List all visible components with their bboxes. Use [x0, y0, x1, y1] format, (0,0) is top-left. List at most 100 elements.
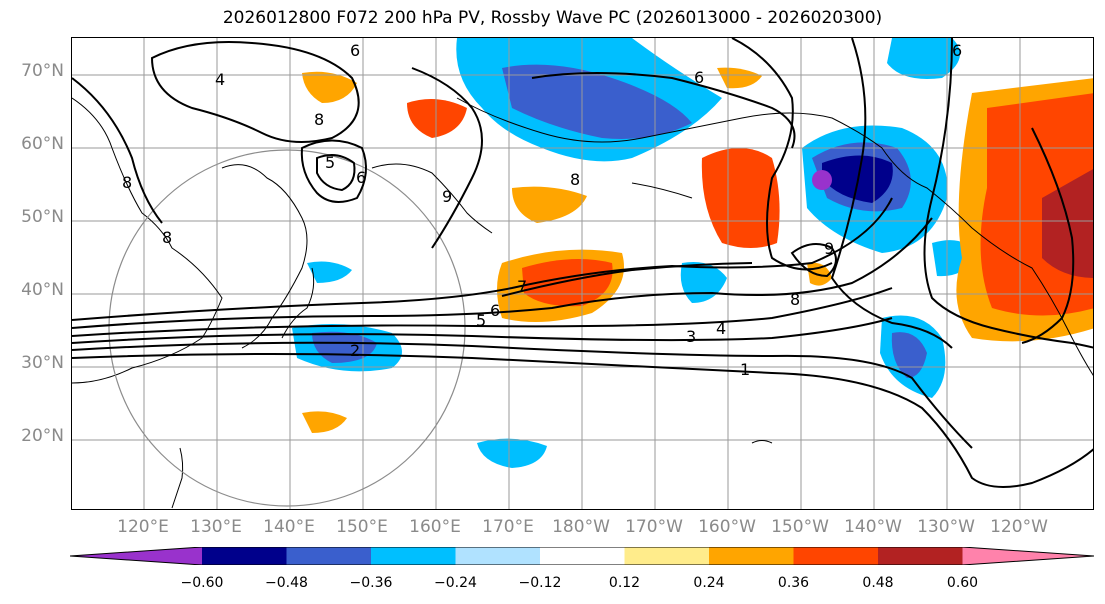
- lon-label-160w: 160°W: [698, 517, 756, 537]
- contour-east: [830, 38, 953, 349]
- colorbar-seg-0: [70, 547, 202, 565]
- lat-label-40n: 40°N: [21, 280, 64, 300]
- contour-trough-north: [531, 72, 796, 149]
- lon-label-130e: 130°E: [190, 517, 242, 537]
- contour-label-6-ne: 6: [952, 41, 962, 60]
- lon-label-180w: 180°W: [552, 517, 610, 537]
- colorbar-seg-2: [286, 547, 371, 565]
- colorbar-tick-012: 0.12: [608, 575, 641, 591]
- contour-east-3: [1021, 127, 1075, 344]
- lat-label-50n: 50°N: [21, 207, 64, 227]
- contour-label-6-alaska: 6: [694, 68, 704, 87]
- lon-label-120e: 120°E: [117, 517, 169, 537]
- colorbar-tick-n060: −0.60: [180, 575, 224, 591]
- blue-anomaly-far-north: [887, 38, 960, 79]
- contour-label-9-gulf: 9: [824, 239, 834, 258]
- colorbar-tick-048: 0.48: [862, 575, 894, 591]
- contour-label-9-bering: 9: [442, 187, 452, 206]
- contour-label-4: 4: [716, 319, 726, 338]
- contour-gulf-loop: [790, 243, 837, 278]
- contour-4: [72, 287, 893, 337]
- colorbar-tick-n012: −0.12: [518, 575, 562, 591]
- orange-anomaly-subtropics: [302, 411, 347, 433]
- contour-3: [72, 317, 893, 344]
- contour-label-5: 5: [476, 311, 486, 330]
- map-panel[interactable]: 1 2 3 4 5 6 7 8 6 8 5 6 4 8 9 8 6 6 8 9: [71, 37, 1094, 510]
- colorbar-seg-8: [793, 547, 878, 565]
- map-title: 2026012800 F072 200 hPa PV, Rossby Wave …: [222, 8, 883, 28]
- blue-anomaly-north-core: [502, 64, 692, 139]
- colorbar-tick-n024: −0.24: [434, 575, 477, 591]
- contour-ring-japan: [300, 139, 367, 203]
- contour-label-7: 7: [517, 277, 527, 296]
- orange-anomaly-small-ne: [717, 67, 762, 89]
- colorbar-seg-4: [455, 547, 540, 565]
- colorbar-tick-024: 0.24: [693, 575, 725, 591]
- contour-label-5-japan: 5: [325, 153, 335, 172]
- contour-2: [72, 341, 973, 449]
- graticule: [72, 38, 1093, 509]
- colorbar-seg-9: [878, 547, 963, 565]
- lon-label-170w: 170°W: [625, 517, 683, 537]
- colorbar-seg-6: [624, 547, 709, 565]
- colorbar: [70, 547, 1094, 565]
- contour-1: [72, 353, 1093, 488]
- contour-label-4-north: 4: [215, 70, 225, 89]
- colorbar-segments: [70, 547, 1094, 565]
- contour-nw: [72, 77, 163, 224]
- lon-label-160e: 160°E: [409, 517, 461, 537]
- purple-anomaly-gulf: [812, 170, 832, 190]
- lat-label-30n: 30°N: [21, 353, 64, 373]
- darkred-anomaly-west-coast: [1042, 169, 1093, 278]
- contour-label-8-china: 8: [162, 228, 172, 247]
- colorbar-seg-5: [540, 547, 625, 565]
- contour-label-1: 1: [740, 360, 750, 379]
- contour-arctic: [411, 67, 483, 249]
- contour-ring-inner: [316, 153, 356, 192]
- blue-anomaly-japan: [307, 261, 352, 283]
- lat-label-20n: 20°N: [21, 426, 64, 446]
- contour-label-8-west: 8: [122, 173, 132, 192]
- colorbar-seg-3: [371, 547, 456, 565]
- colorbar-seg-1: [202, 547, 287, 565]
- reference-circle: [108, 149, 466, 507]
- contour-7: [501, 262, 753, 297]
- contour-label-6-north: 6: [350, 41, 360, 60]
- contour-label-8-east: 8: [790, 290, 800, 309]
- contour-ridge-gulf: [731, 38, 833, 271]
- lon-label-170e: 170°E: [482, 517, 534, 537]
- contour-label-6-japan: 6: [356, 168, 366, 187]
- pv-shading: [292, 38, 1093, 468]
- contour-east-2: [923, 38, 1093, 349]
- colorbar-tick-n048: −0.48: [265, 575, 308, 591]
- contour-label-3: 3: [686, 327, 696, 346]
- map-canvas: 1 2 3 4 5 6 7 8 6 8 5 6 4 8 9 8 6 6 8 9: [72, 38, 1093, 509]
- lat-label-60n: 60°N: [21, 134, 64, 154]
- lon-label-140w: 140°W: [844, 517, 902, 537]
- red-anomaly-north-central: [701, 148, 780, 248]
- blue-anomaly-subtropics: [477, 438, 547, 468]
- contour-labels: 1 2 3 4 5 6 7 8 6 8 5 6 4 8 9 8 6 6 8 9: [122, 41, 962, 379]
- lat-label-70n: 70°N: [21, 61, 64, 81]
- colorbar-tick-036: 0.36: [777, 575, 810, 591]
- lon-label-130w: 130°W: [917, 517, 975, 537]
- contour-8-ring-north: [150, 41, 360, 143]
- contour-label-8-bering: 8: [570, 170, 580, 189]
- lon-label-150w: 150°W: [771, 517, 829, 537]
- contour-label-6: 6: [490, 301, 500, 320]
- contour-label-2: 2: [350, 341, 360, 360]
- orange-anomaly-siberia: [407, 99, 467, 138]
- lon-label-140e: 140°E: [263, 517, 315, 537]
- colorbar-tick-060: 0.60: [946, 575, 979, 591]
- orange-anomaly-bering: [512, 186, 587, 223]
- lon-label-120w: 120°W: [990, 517, 1048, 537]
- colorbar-seg-7: [709, 547, 794, 565]
- pv-contours: [72, 38, 1093, 488]
- orange-anomaly-okhotsk: [302, 71, 357, 103]
- colorbar-tick-n036: −0.36: [349, 575, 393, 591]
- contour-label-8-north: 8: [314, 110, 324, 129]
- contour-6: [72, 197, 893, 321]
- colorbar-seg-10: [962, 547, 1094, 565]
- contour-5: [72, 217, 933, 329]
- lon-label-150e: 150°E: [336, 517, 388, 537]
